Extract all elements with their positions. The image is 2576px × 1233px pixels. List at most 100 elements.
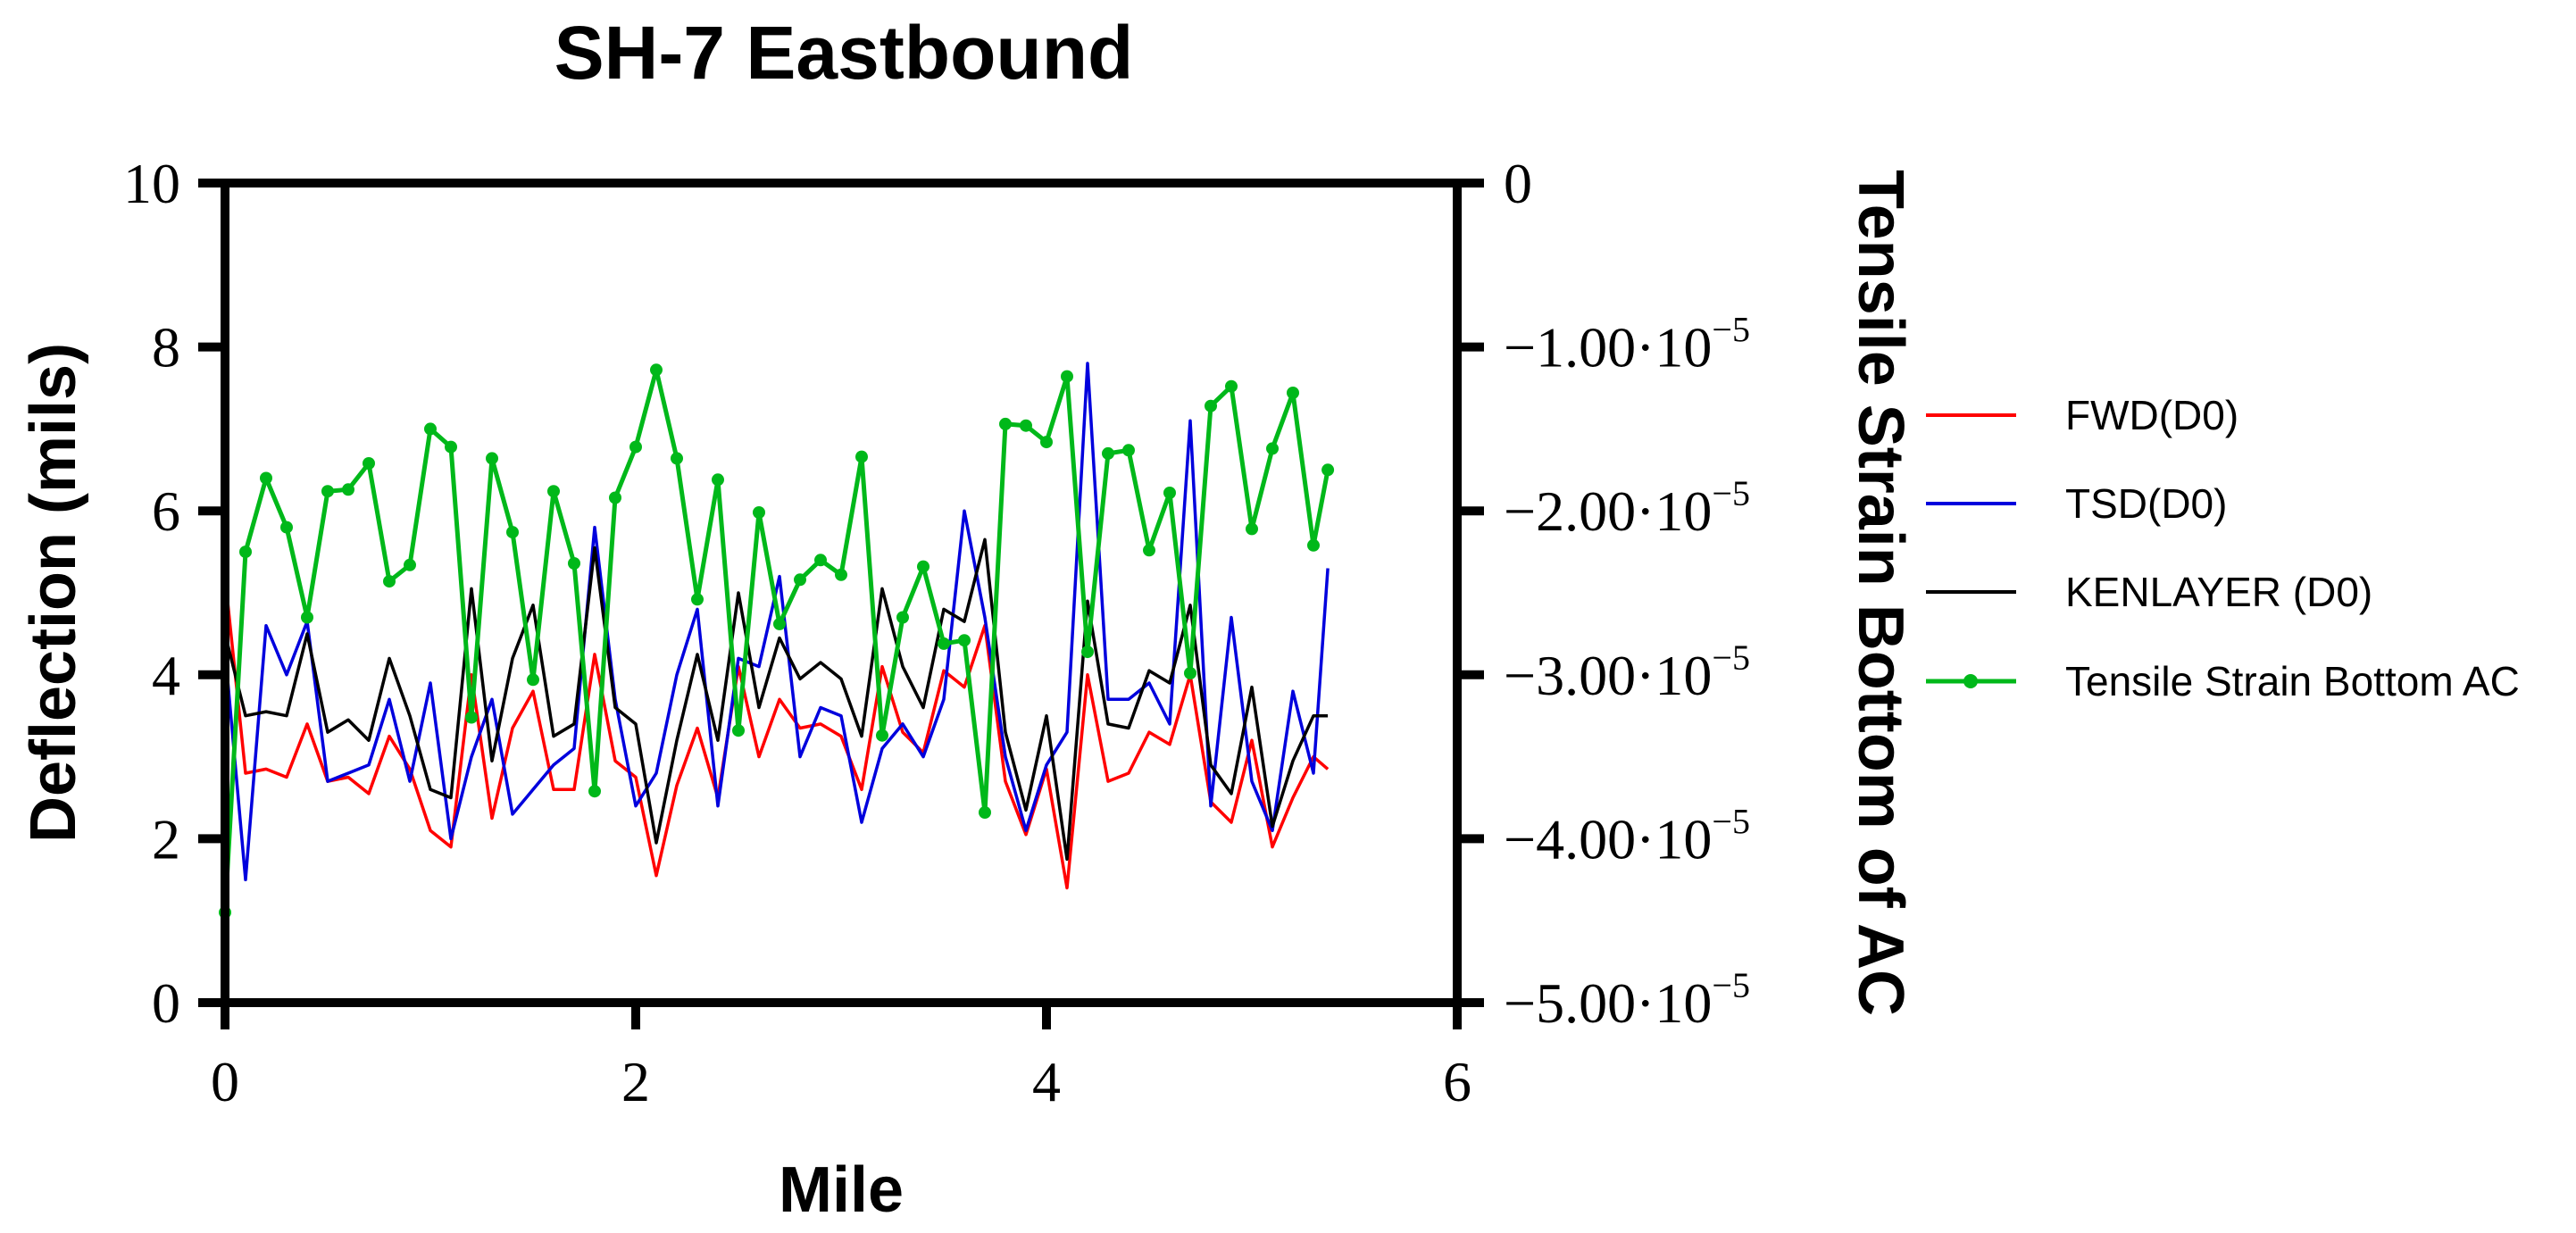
series-line [223, 576, 1330, 890]
y-tick-label: 10 [123, 152, 180, 215]
y2-tick-exponent: −5 [1712, 965, 1750, 1005]
data-point [1102, 446, 1114, 460]
data-point [896, 611, 909, 624]
x-tick-label: 6 [1443, 1050, 1471, 1113]
data-point [404, 558, 416, 571]
data-point [835, 568, 847, 581]
y2-tick-exponent: −5 [1712, 310, 1750, 350]
data-point [1246, 522, 1258, 536]
y2-tick-label: −5.00·10−5 [1504, 965, 1750, 1035]
data-point [999, 417, 1012, 430]
data-point [794, 573, 806, 587]
data-point [876, 729, 888, 742]
series-0 [223, 576, 1330, 890]
y-tick-label: 2 [152, 807, 180, 871]
data-point [712, 473, 724, 487]
data-point [280, 521, 293, 534]
data-point [1205, 399, 1217, 412]
legend-marker [1963, 674, 1978, 688]
legend-item: KENLAYER (D0) [1926, 569, 2372, 615]
data-point [609, 491, 621, 504]
y2-tick-label: −2.00·10−5 [1504, 473, 1750, 543]
y-tick-label: 8 [152, 316, 180, 379]
x-tick-label: 0 [211, 1050, 239, 1113]
data-point [1061, 370, 1073, 383]
data-point [1184, 667, 1196, 679]
data-point [979, 806, 991, 819]
data-point [506, 526, 519, 539]
data-point [260, 471, 272, 485]
x-axis-title: Mile [779, 1154, 904, 1226]
data-point [629, 440, 642, 454]
data-point [1321, 463, 1335, 477]
data-point [1143, 544, 1155, 557]
series-2 [223, 537, 1329, 862]
y2-tick-exponent: −5 [1712, 801, 1750, 841]
y2-tick-label: −1.00·10−5 [1504, 310, 1750, 379]
left-axis-title: Deflection (mils) [18, 343, 89, 843]
y2-tick-label: 0 [1504, 152, 1532, 215]
data-point [958, 634, 971, 647]
data-point [1020, 419, 1032, 432]
chart-title: SH-7 Eastbound [554, 11, 1134, 95]
legend-label: KENLAYER (D0) [2065, 569, 2372, 615]
x-tick-label: 2 [621, 1050, 650, 1113]
y-tick-label: 0 [152, 971, 180, 1035]
data-point [547, 485, 560, 498]
data-point [917, 560, 930, 573]
right-axis-ticks: 0 −1.00·10−5 −2.00·10−5 −3.00·10−5 −4.00·10−… [1457, 152, 1750, 1035]
y2-tick-exponent: −5 [1712, 473, 1750, 513]
data-point [1225, 379, 1238, 393]
chart-legend: FWD(D0) TSD(D0) KENLAYER (D0) Tensile Strai… [1926, 392, 2520, 704]
data-point [753, 506, 765, 519]
data-point [383, 575, 396, 588]
data-point [938, 637, 950, 650]
data-point [1266, 442, 1279, 455]
data-point [1081, 646, 1094, 659]
y-tick-label: 4 [152, 644, 180, 707]
data-point [342, 483, 354, 496]
y2-tick-label: −3.00·10−5 [1504, 637, 1750, 707]
plot-series-group [219, 362, 1335, 919]
data-point [732, 724, 745, 737]
x-axis-ticks: 0 2 4 6 [211, 1003, 1471, 1113]
legend-item: Tensile Strain Bottom AC [1926, 658, 2520, 704]
data-point [1163, 487, 1176, 499]
x-tick-label: 4 [1032, 1050, 1061, 1113]
data-point [321, 485, 334, 498]
data-point [650, 363, 663, 377]
data-point [691, 593, 704, 606]
legend-item: TSD(D0) [1926, 480, 2227, 527]
legend-item: FWD(D0) [1926, 392, 2238, 438]
data-point [814, 554, 827, 567]
data-point [773, 617, 786, 630]
series-line [223, 362, 1330, 882]
series-line [222, 367, 1330, 913]
data-point [424, 422, 437, 436]
data-point [671, 452, 683, 465]
left-axis-ticks: 0 2 4 6 8 10 [123, 152, 225, 1035]
legend-label: TSD(D0) [2065, 480, 2227, 527]
data-point [363, 457, 375, 470]
y2-tick-exponent: −5 [1712, 637, 1750, 678]
right-axis-title: Tensile Strain Bottom of AC [1845, 170, 1916, 1016]
data-point [527, 673, 539, 687]
data-point [445, 440, 457, 454]
y-tick-label: 6 [152, 479, 180, 543]
data-point [239, 546, 252, 559]
y2-tick-label: −4.00·10−5 [1504, 801, 1750, 871]
data-point [1122, 444, 1135, 457]
data-point [568, 557, 580, 570]
series-3 [219, 363, 1335, 919]
series-line [223, 537, 1329, 862]
data-point [1040, 436, 1053, 449]
data-point [588, 785, 601, 798]
legend-label: FWD(D0) [2065, 392, 2238, 438]
data-point [855, 450, 868, 463]
data-point [301, 611, 313, 624]
data-point [465, 711, 478, 724]
data-point [1287, 387, 1299, 399]
data-point [486, 452, 498, 465]
legend-label: Tensile Strain Bottom AC [2065, 658, 2520, 704]
